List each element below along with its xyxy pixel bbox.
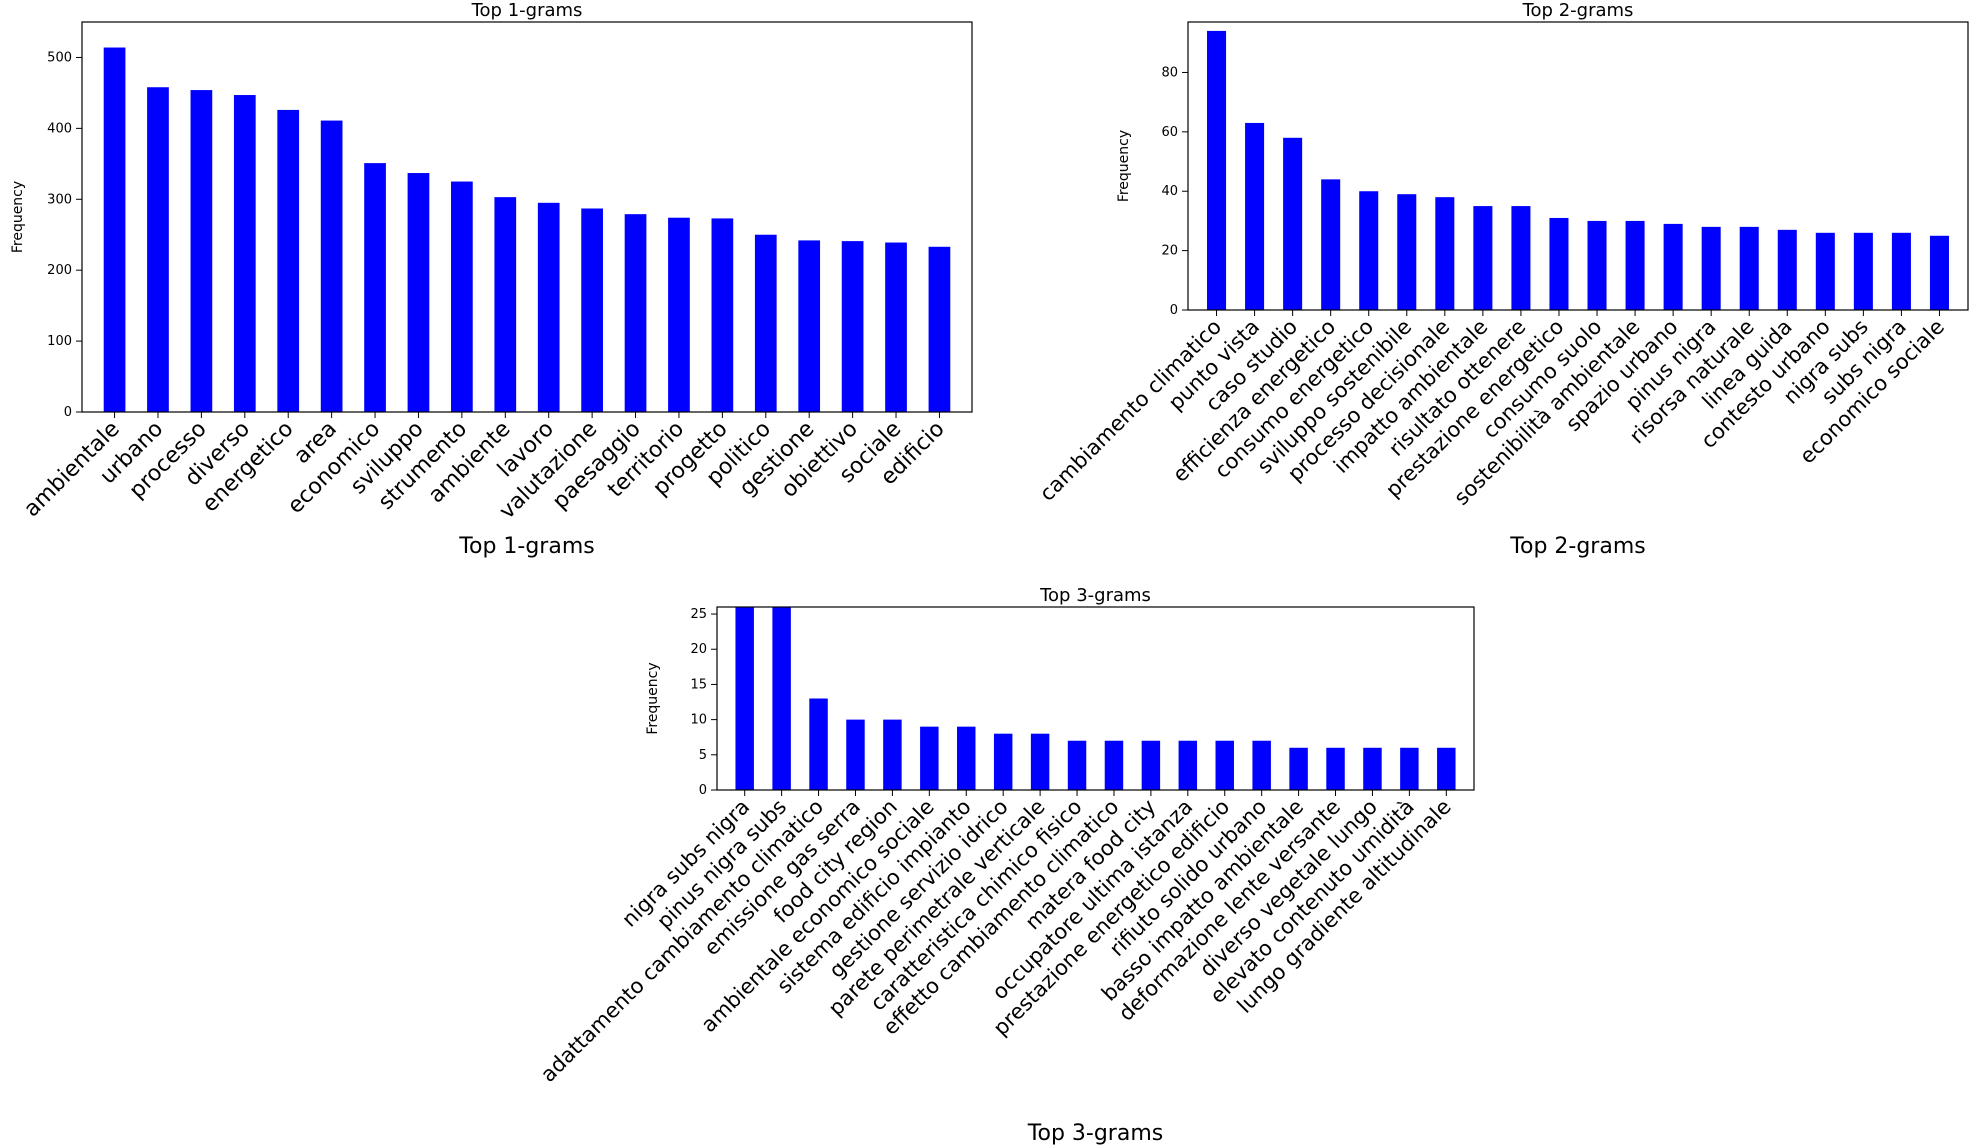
chart3-ytick-label: 10 (690, 713, 707, 728)
chart3-bar (920, 726, 939, 790)
chart2-bar (1625, 220, 1645, 310)
chart3-bar (993, 733, 1013, 790)
chart2-title: Top 2-grams (1522, 0, 1634, 21)
chart2-bar (1207, 30, 1227, 310)
chart3-title: Top 3-grams (1039, 585, 1151, 606)
chart1-ytick-label: 400 (47, 121, 72, 136)
chart3-bar (735, 607, 754, 790)
chart2-bar (1587, 220, 1607, 310)
chart2-ytick-label: 80 (1161, 65, 1178, 80)
chart3-bar (957, 726, 976, 790)
chart3-xlabel: Top 3-grams (1027, 1121, 1163, 1146)
chart3-bar (1067, 740, 1087, 790)
chart2-bar (1549, 217, 1569, 310)
chart1-xlabel: Top 1-grams (458, 534, 594, 559)
chart1-bar (624, 214, 647, 412)
chart1-ytick-label: 0 (64, 405, 72, 420)
chart1-bar (233, 95, 256, 412)
chart2-bar (1359, 191, 1379, 310)
chart1-bar (754, 234, 777, 412)
chart1-ylabel: Frequency (10, 181, 26, 253)
chart2-ytick-label: 60 (1161, 125, 1178, 140)
chart2-bar (1739, 226, 1759, 310)
chart1-bar (581, 208, 603, 412)
chart2-ytick-label: 40 (1161, 184, 1178, 199)
chart3-bar (1326, 747, 1345, 790)
chart3-ylabel: Frequency (645, 662, 661, 734)
chart2-axes-frame (1187, 21, 1969, 311)
chart2-bar (1283, 137, 1303, 310)
chart2-ytick-label: 20 (1161, 244, 1178, 259)
chart1-ytick-label: 100 (47, 334, 72, 349)
chart3-bar (1252, 740, 1271, 790)
chart1-bar (798, 240, 821, 412)
chart3-bar (772, 607, 791, 790)
chart1-bar (320, 120, 343, 413)
chart1-axes-frame (81, 21, 973, 413)
chart3-bar (1104, 740, 1124, 790)
chart1-bar (841, 241, 864, 412)
chart3-ytick-label: 15 (690, 677, 707, 692)
chart3-bar (809, 698, 828, 790)
chart1-bar (885, 242, 907, 412)
chart3-bar (1141, 740, 1161, 790)
chart2-xlabel: Top 2-grams (1509, 534, 1645, 559)
chart3-bar (1400, 747, 1419, 790)
chart3-bar (883, 719, 902, 790)
chart2-bar (1435, 197, 1455, 310)
chart3-ytick-label: 20 (690, 642, 707, 657)
chart2-bar (1473, 206, 1493, 310)
chart2-bar (1777, 229, 1797, 310)
chart1-ytick-label: 500 (47, 50, 72, 65)
chart2-bar (1701, 226, 1721, 310)
chart1-bar (711, 218, 734, 412)
chart1-bar (537, 202, 560, 412)
chart3-ytick-label: 5 (699, 748, 707, 763)
chart2-bar (1321, 179, 1341, 310)
chart3-bar (1363, 747, 1382, 790)
chart2-bar (1245, 122, 1265, 310)
chart1-bar (451, 181, 473, 412)
chart1-bar (190, 90, 213, 412)
chart3-bar (846, 719, 865, 790)
chart1-bar (668, 217, 690, 412)
chart2-bar (1853, 232, 1873, 310)
chart1-title: Top 1-grams (471, 0, 583, 21)
chart1-bar (407, 173, 430, 412)
chart1-bar (494, 197, 517, 412)
chart1-bar (928, 246, 951, 412)
chart2-bar (1663, 223, 1683, 310)
chart1-ytick-label: 200 (47, 263, 72, 278)
chart2-bar (1929, 235, 1949, 310)
chart2-bar (1815, 232, 1835, 310)
chart1-bar (364, 163, 386, 412)
chart3-bar (1437, 747, 1456, 790)
chart2-bar (1397, 194, 1417, 310)
chart1-bar (103, 47, 126, 412)
chart3-bar (1030, 733, 1050, 790)
chart1-bar (277, 109, 300, 412)
chart3-bar (1178, 740, 1198, 790)
chart1-bar (147, 87, 169, 413)
chart1-ytick-label: 300 (47, 192, 72, 207)
chart3-bar (1289, 747, 1308, 790)
chart2-bar (1511, 206, 1531, 310)
chart2-ytick-label: 0 (1170, 303, 1178, 318)
chart3-bar (1215, 740, 1234, 790)
chart2-ylabel: Frequency (1116, 130, 1132, 202)
chart3-ytick-label: 0 (699, 783, 707, 798)
chart2-bar (1891, 232, 1911, 310)
chart3-axes-frame (716, 606, 1475, 791)
chart3-ytick-label: 25 (690, 607, 707, 622)
